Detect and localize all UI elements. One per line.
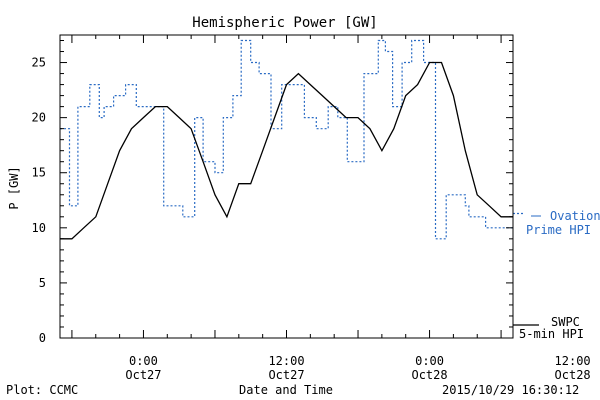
- legend-label-ovation: Prime HPI: [526, 223, 591, 237]
- x-tick-label: Oct27: [125, 368, 161, 382]
- y-tick-label: 25: [32, 56, 46, 70]
- x-tick-label: Oct27: [268, 368, 304, 382]
- x-tick-label: 12:00: [268, 354, 304, 368]
- chart-title: Hemispheric Power [GW]: [192, 15, 377, 31]
- plot-credit: Plot: CCMC: [6, 383, 78, 397]
- x-tick-label: 0:00: [129, 354, 158, 368]
- plot-timestamp: 2015/10/29 16:30:12: [442, 383, 579, 397]
- y-tick-label: 10: [32, 221, 46, 235]
- legend-label-swpc: 5-min HPI: [519, 327, 584, 341]
- legend-label-swpc: SWPC: [551, 315, 580, 329]
- x-tick-label: Oct28: [555, 368, 591, 382]
- x-tick-label: 0:00: [415, 354, 444, 368]
- x-tick-label: Oct28: [411, 368, 447, 382]
- x-axis-label: Date and Time: [239, 383, 333, 397]
- y-tick-label: 20: [32, 111, 46, 125]
- y-tick-label: 0: [39, 331, 46, 345]
- y-axis-label: P [GW]: [7, 166, 21, 209]
- series-line-ovation-prime: [60, 39, 513, 240]
- series-line-swpc: [60, 61, 513, 240]
- plot-frame: [59, 34, 514, 339]
- y-tick-label: 15: [32, 166, 46, 180]
- y-tick-label: 5: [39, 276, 46, 290]
- legend-label-ovation: Ovation: [550, 209, 600, 223]
- x-tick-label: 12:00: [555, 354, 591, 368]
